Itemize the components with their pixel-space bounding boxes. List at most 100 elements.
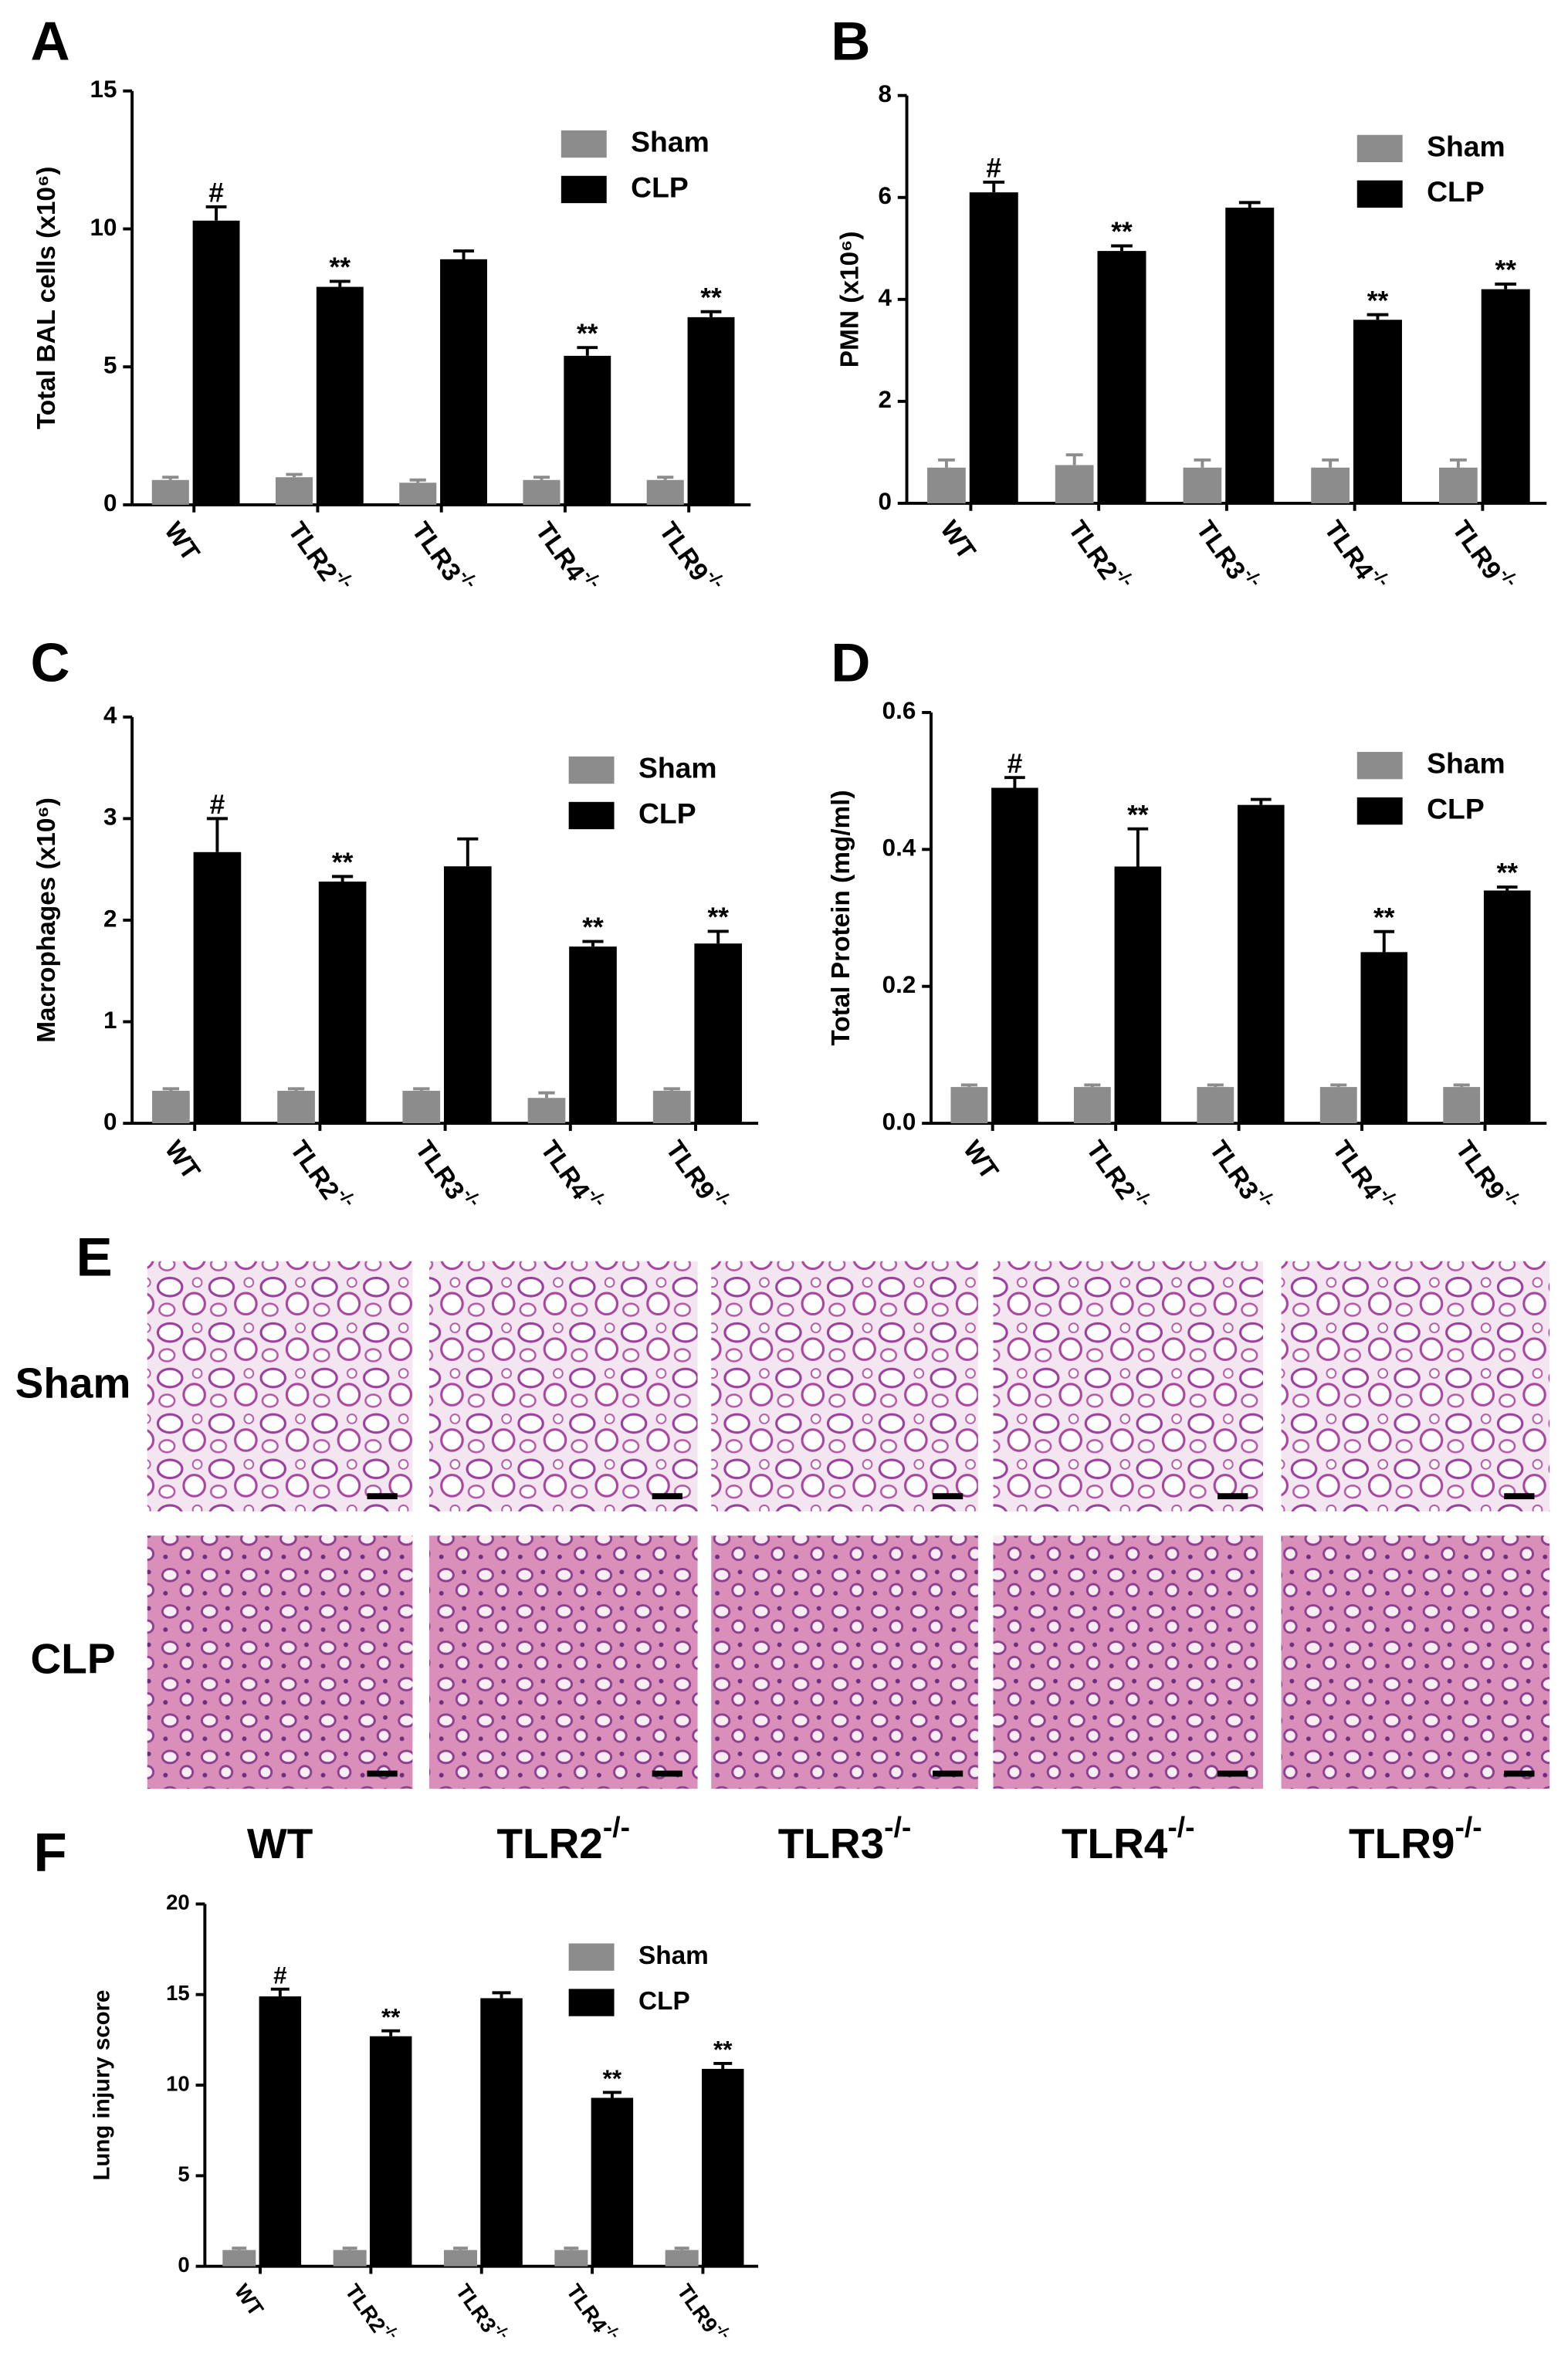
error-bar [538, 1091, 555, 1099]
bar [991, 787, 1038, 1124]
bar [591, 2097, 634, 2267]
scale-bar [1504, 1770, 1535, 1777]
y-tick-label: 5 [103, 352, 117, 379]
error-bar [1449, 458, 1467, 468]
bar [1097, 251, 1146, 503]
error-bar [1330, 1083, 1347, 1088]
bar [702, 2068, 744, 2267]
histology-image [1281, 1261, 1550, 1512]
error-bar [453, 249, 474, 259]
histology-image [993, 1535, 1264, 1789]
legend-label: Sham [1427, 747, 1505, 780]
error-bar [1366, 313, 1389, 320]
histology-image [428, 1535, 698, 1789]
scale-bar [1217, 1770, 1248, 1777]
bar [694, 943, 743, 1124]
y-tick-label: 2 [103, 905, 117, 932]
bar [1443, 1087, 1481, 1124]
error-bar [1250, 797, 1272, 805]
scale-bar [932, 1770, 963, 1777]
bar [440, 259, 487, 505]
y-tick-label: 0 [178, 2253, 189, 2277]
x-tick-label: TLR3-/- [406, 513, 482, 601]
panel-label: C [31, 632, 70, 693]
x-tick-label: TLR9-/- [653, 513, 729, 601]
bar [192, 220, 240, 505]
column-label: WT [247, 1819, 313, 1867]
scale-bar [652, 1493, 682, 1500]
histology-image [711, 1535, 978, 1789]
error-bar [1495, 283, 1517, 289]
bar [1311, 467, 1350, 503]
bar [569, 946, 617, 1124]
x-tick-label: TLR2-/- [1080, 1132, 1156, 1219]
significance-label: ** [707, 902, 729, 933]
significance-label: ** [1496, 858, 1518, 889]
significance-label: ** [1367, 286, 1389, 316]
x-tick-label: TLR4-/- [535, 1132, 611, 1219]
histology-image [147, 1535, 413, 1789]
bar [193, 851, 242, 1124]
bar [1360, 952, 1408, 1124]
x-tick-label: TLR2-/- [340, 2277, 401, 2348]
error-bar [582, 939, 604, 947]
panel-label: E [76, 1226, 112, 1287]
error-bar [674, 2246, 689, 2250]
bar [1483, 890, 1531, 1124]
legend-swatch [560, 175, 607, 204]
bar [1055, 465, 1094, 503]
y-tick-label: 20 [166, 1891, 190, 1914]
y-tick-label: 0.4 [882, 835, 916, 862]
x-tick-label: WT [159, 1136, 205, 1185]
error-bar [457, 837, 479, 867]
legend-swatch [1356, 180, 1403, 208]
significance-label: # [210, 790, 225, 820]
legend-label: Sham [638, 751, 717, 784]
bar [1319, 1087, 1357, 1124]
error-bar [492, 1991, 511, 1999]
x-tick-label: TLR4-/- [562, 2277, 623, 2348]
y-tick-label: 6 [878, 182, 891, 209]
bar [927, 467, 966, 503]
y-tick-label: 0.2 [882, 971, 916, 998]
bar [399, 482, 437, 505]
error-bar [329, 279, 351, 287]
significance-label: ** [330, 252, 351, 283]
x-tick-label: TLR4-/- [1319, 512, 1394, 599]
significance-label: ** [700, 283, 722, 313]
bar [259, 1996, 302, 2267]
error-bar [453, 2246, 468, 2250]
error-bar [700, 310, 722, 317]
x-tick-label: TLR9-/- [1450, 1132, 1526, 1219]
y-tick-label: 3 [103, 804, 117, 831]
row-label: Sham [15, 1359, 131, 1407]
error-bar [602, 2091, 621, 2098]
scale-bar [367, 1493, 398, 1500]
panel-label: D [831, 632, 870, 693]
bar [969, 192, 1018, 503]
significance-label: ** [1373, 902, 1395, 933]
bar [527, 1098, 566, 1124]
error-bar [663, 1087, 680, 1091]
error-bar [342, 2246, 357, 2250]
panel-label: A [31, 11, 70, 72]
y-axis-label: Lung injury score [90, 1990, 115, 2181]
x-tick-label: TLR9-/- [1446, 512, 1522, 599]
legend-label: Sham [631, 125, 709, 157]
y-tick-label: 5 [178, 2162, 189, 2186]
error-bar [707, 929, 729, 944]
y-tick-label: 0 [103, 489, 117, 516]
bar [1225, 207, 1275, 503]
histology-image [711, 1261, 978, 1512]
bar [665, 2250, 699, 2267]
error-bar [1322, 458, 1339, 468]
legend-label: Sham [1427, 130, 1505, 162]
error-bar [713, 2061, 733, 2069]
legend-label: CLP [638, 1987, 690, 2016]
x-tick-label: TLR9-/- [672, 2277, 733, 2348]
significance-label: ** [381, 2003, 401, 2030]
error-bar [1207, 1083, 1224, 1088]
error-bar [577, 346, 598, 356]
